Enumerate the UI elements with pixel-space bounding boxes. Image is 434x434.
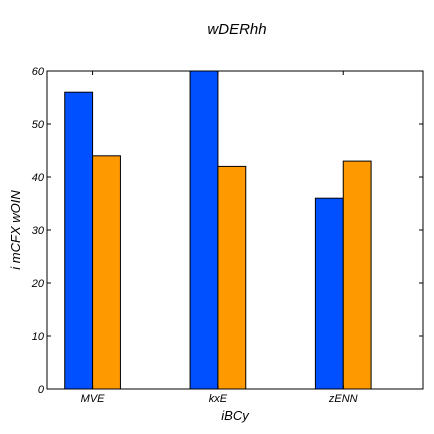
bar-series-1-zENN <box>342 160 372 390</box>
bar-series-1-MVE <box>92 155 121 390</box>
x-axis-label: iBCy <box>221 408 250 423</box>
bar-series-1-kxE <box>217 165 247 390</box>
y-tick-label: 20 <box>31 278 45 290</box>
x-axis-ticks: MVE kxE zENN <box>81 71 358 405</box>
y-tick-label: 0 <box>38 384 45 396</box>
x-tick-label-MVE: MVE <box>81 393 106 405</box>
y-axis-ticks: 0 10 20 30 40 50 60 <box>31 66 423 396</box>
y-tick-label: 30 <box>32 225 45 237</box>
x-tick-label-zENN: zENN <box>328 393 358 405</box>
bar-series-0-MVE <box>64 91 94 390</box>
plot-frame <box>46 70 424 390</box>
y-tick-label: 50 <box>32 119 45 131</box>
y-tick-label: 40 <box>32 172 45 184</box>
bar-series-0-zENN <box>314 197 344 390</box>
y-axis-label: i mCFX wOIN <box>8 190 23 270</box>
bars-group <box>64 70 372 390</box>
y-tick-label: 10 <box>32 331 45 343</box>
x-tick-label-kxE: kxE <box>209 393 228 405</box>
y-tick-label: 60 <box>32 66 45 78</box>
bar-series-0-kxE <box>189 70 219 390</box>
chart-title: wDERhh <box>207 21 266 38</box>
